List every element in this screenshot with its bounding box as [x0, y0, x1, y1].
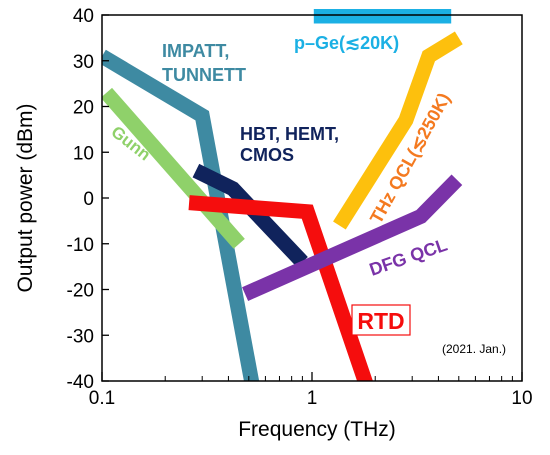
y-tick-label: 30 — [73, 52, 94, 73]
series-line-thz-qcl-250k — [333, 31, 463, 230]
x-tick-label: 1 — [307, 388, 318, 409]
series-label-hbt-line1: HBT, HEMT, — [240, 124, 339, 144]
y-tick-label: -20 — [67, 281, 94, 302]
x-tick-label: 0.1 — [89, 388, 115, 409]
y-axis-label: Output power (dBm) — [14, 103, 37, 292]
series-label-pge: p–Ge(≲20K) — [294, 33, 399, 53]
series-label-rtd: RTD — [357, 308, 404, 334]
y-tick-label: -40 — [67, 372, 94, 393]
y-tick-label: -10 — [67, 235, 94, 256]
series-line-hbt-hemt-cmos — [192, 163, 308, 268]
series-line-dfg-qcl — [242, 174, 463, 301]
rtd-label-box — [351, 304, 411, 336]
series-label-hbt-line2: CMOS — [240, 145, 294, 165]
y-tick-label: 40 — [73, 6, 94, 27]
x-axis-label: Frequency (THz) — [238, 418, 396, 441]
series-label-impatt-line2: TUNNETT — [162, 65, 246, 85]
series-line-gunn — [102, 87, 245, 249]
axes-layer: 40 30 20 10 0 -10 -20 -30 -400.1 1 10 — [67, 6, 533, 409]
series-label-impatt-line1: IMPATT, — [162, 41, 229, 61]
series-line-rtd — [188, 195, 373, 381]
chart-annotation: (2021. Jan.) — [442, 342, 506, 356]
series-line-impatt-tunnett — [102, 49, 260, 381]
y-tick-label: 10 — [73, 143, 94, 164]
y-tick-label: 20 — [73, 98, 94, 119]
y-tick-label: 0 — [83, 189, 94, 210]
y-tick-label: -30 — [67, 326, 94, 347]
x-tick-label: 10 — [511, 388, 532, 409]
